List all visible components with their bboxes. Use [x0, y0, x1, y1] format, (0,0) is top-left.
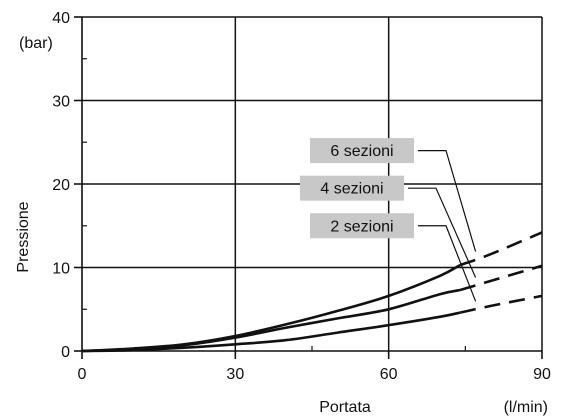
- series-labels: 2 sezioni 4 sezioni 6 sezioni: [300, 138, 477, 302]
- series-label-6-sezioni: 6 sezioni: [330, 143, 393, 160]
- x-axis-title: Portata: [319, 399, 371, 416]
- series-label-box-2-sezioni: [310, 213, 414, 239]
- series-leader-6-sezioni: [418, 150, 477, 252]
- series-label-box-6-sezioni: [310, 138, 414, 164]
- y-axis-title: Pressione: [15, 201, 32, 272]
- series-label-2-sezioni: 2 sezioni: [330, 218, 393, 235]
- y-tick-label-10: 10: [52, 261, 70, 278]
- x-axis-unit: (l/min): [504, 399, 548, 416]
- series-line-6-sezioni: [81, 263, 461, 353]
- x-tick-label-90: 90: [533, 366, 551, 383]
- y-tick-label-40: 40: [52, 10, 70, 27]
- y-tick-label-30: 30: [52, 94, 70, 111]
- series-line-dashed-4-sezioni: [459, 264, 543, 292]
- x-tick-label-60: 60: [380, 366, 398, 383]
- series-leader-4-sezioni: [408, 187, 477, 278]
- y-axis-unit: (bar): [19, 35, 53, 52]
- y-tick-label-20: 20: [52, 177, 70, 194]
- x-tick-label-30: 30: [226, 366, 244, 383]
- y-tick-label-0: 0: [61, 344, 70, 361]
- x-tick-label-0: 0: [78, 366, 87, 383]
- series-lines: [81, 231, 543, 353]
- series-leader-2-sezioni: [418, 225, 477, 302]
- series-label-4-sezioni: 4 sezioni: [320, 181, 383, 198]
- series-line-dashed-6-sezioni: [459, 231, 543, 267]
- series-line-dashed-2-sezioni: [459, 294, 543, 314]
- ticks: 0 10 20 30 40 0 30 60 90: [52, 10, 551, 383]
- series-label-box-4-sezioni: [300, 175, 404, 201]
